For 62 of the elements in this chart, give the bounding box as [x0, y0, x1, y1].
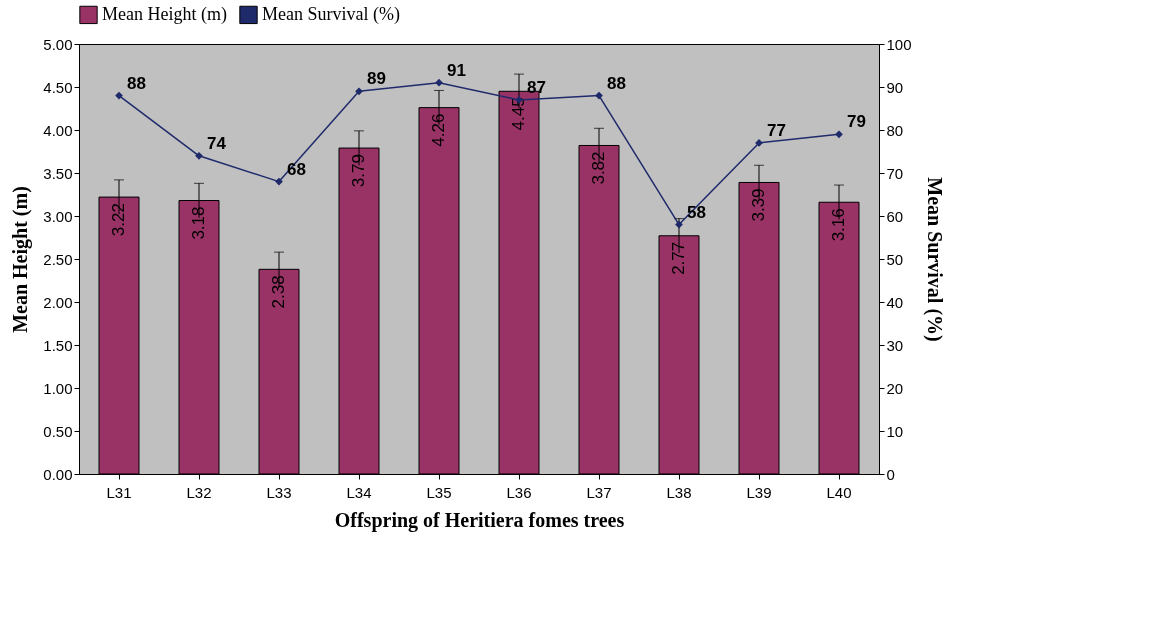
y-tick-label: 4.50 [43, 78, 73, 96]
data-label: 3.39 [749, 188, 768, 222]
y2-tick-label: 40 [886, 293, 904, 311]
y-tick-label: 3.00 [43, 207, 73, 225]
data-label: 3.16 [829, 208, 848, 242]
data-label: 88 [607, 73, 626, 93]
y-tick-label: 5.00 [43, 35, 73, 53]
data-label: 3.79 [349, 154, 368, 188]
data-label: 3.18 [189, 206, 208, 240]
y-tick-label: 3.50 [43, 164, 73, 182]
point [595, 91, 603, 100]
y-tick-label: 1.50 [43, 336, 73, 354]
data-label: 77 [767, 120, 786, 140]
y2-tick-label: 30 [886, 336, 904, 354]
y-tick-label: 4.00 [43, 121, 73, 139]
point [835, 130, 843, 139]
point [275, 177, 283, 186]
y2-tick-label: 90 [886, 78, 904, 96]
data-label: 4.26 [429, 113, 448, 147]
y-tick-label: 2.50 [43, 250, 73, 268]
y-tick-label: 0.00 [43, 465, 73, 483]
x-tick-label: L33 [266, 483, 292, 501]
point [195, 151, 203, 160]
data-label: 91 [447, 60, 466, 80]
y2-tick-label: 20 [886, 379, 904, 397]
x-tick-label: L34 [346, 483, 372, 501]
data-label: 68 [287, 159, 306, 179]
y2-tick-label: 60 [886, 207, 904, 225]
y-axis-title: Mean Height (m) [9, 186, 33, 333]
y-tick-label: 1.00 [43, 379, 73, 397]
point [355, 87, 363, 96]
legend-label: Mean Survival (%) [262, 3, 400, 25]
x-tick-label: L38 [666, 483, 692, 501]
x-tick-label: L39 [746, 483, 772, 501]
x-axis-title: Offspring of Heritiera fomes trees [334, 508, 625, 532]
x-tick-label: L32 [186, 483, 212, 501]
point [115, 91, 123, 100]
data-label: 74 [207, 133, 227, 153]
data-label: 3.22 [109, 203, 128, 237]
x-tick-label: L36 [506, 483, 532, 501]
y2-tick-label: 100 [886, 35, 912, 53]
data-label: 79 [847, 112, 866, 132]
y2-axis-title: Mean Survival (%) [922, 177, 946, 342]
legend-label: Mean Height (m) [102, 3, 227, 25]
y2-tick-label: 50 [886, 250, 904, 268]
y2-tick-label: 10 [886, 422, 904, 440]
point [435, 78, 443, 87]
data-label: 88 [127, 73, 146, 93]
x-tick-label: L31 [106, 483, 132, 501]
x-tick-label: L35 [426, 483, 452, 501]
point [675, 220, 683, 229]
x-tick-label: L40 [826, 483, 852, 501]
y2-tick-label: 0 [886, 465, 895, 483]
data-label: 3.82 [589, 151, 608, 185]
x-tick-label: L37 [586, 483, 612, 501]
y-tick-label: 2.00 [43, 293, 73, 311]
y-tick-label: 0.50 [43, 422, 73, 440]
data-label: 2.77 [669, 241, 688, 275]
y2-tick-label: 70 [886, 164, 904, 182]
data-label: 89 [367, 69, 386, 89]
y2-tick-label: 80 [886, 121, 904, 139]
data-label: 2.38 [269, 275, 288, 309]
